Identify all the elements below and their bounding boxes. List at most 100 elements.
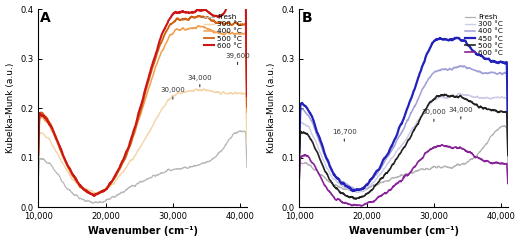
400 °C [124, 151, 130, 154]
600 °C [184, 11, 190, 14]
450 °C [453, 36, 459, 39]
500 °C [350, 196, 357, 199]
600 °C [445, 146, 452, 149]
600 °C [296, 178, 302, 181]
500 °C [195, 15, 201, 17]
600 °C [124, 148, 130, 151]
Line: 450 °C: 450 °C [299, 38, 508, 191]
600 °C [350, 204, 357, 207]
Line: Fresh: Fresh [299, 126, 508, 191]
500 °C [124, 150, 130, 152]
400 °C [193, 27, 199, 30]
500 °C [442, 93, 448, 96]
600 °C [58, 148, 64, 151]
X-axis label: Wavenumber (cm⁻¹): Wavenumber (cm⁻¹) [349, 227, 459, 236]
Text: A: A [40, 11, 51, 25]
500 °C [244, 105, 250, 108]
400 °C [385, 154, 392, 157]
500 °C [477, 106, 483, 108]
450 °C [351, 189, 357, 192]
300 °C [350, 190, 357, 193]
Fresh [193, 165, 199, 167]
400 °C [216, 31, 222, 34]
600 °C [454, 147, 460, 150]
Fresh [35, 180, 41, 182]
Line: 500 °C: 500 °C [299, 94, 508, 199]
Fresh [58, 178, 64, 181]
Fresh [124, 188, 130, 190]
Text: 30,000: 30,000 [421, 109, 446, 115]
Fresh [505, 162, 511, 165]
Fresh [90, 202, 96, 205]
500 °C [319, 162, 325, 165]
Fresh [502, 124, 508, 127]
400 °C [89, 194, 96, 197]
450 °C [385, 151, 392, 154]
Y-axis label: Kubelka-Munk (a.u.): Kubelka-Munk (a.u.) [267, 63, 276, 153]
300 °C [385, 162, 392, 165]
Line: 600 °C: 600 °C [38, 0, 247, 196]
Legend: Fresh, 300 °C, 400 °C, 450 °C, 500 °C, 600 °C: Fresh, 300 °C, 400 °C, 450 °C, 500 °C, 6… [464, 13, 504, 57]
500 °C [385, 169, 392, 172]
Text: 16,700: 16,700 [332, 129, 357, 135]
500 °C [184, 18, 190, 21]
500 °C [454, 95, 460, 98]
400 °C [461, 65, 467, 68]
Fresh [216, 151, 222, 154]
600 °C [438, 144, 445, 146]
600 °C [244, 95, 250, 98]
300 °C [454, 95, 460, 98]
Line: 600 °C: 600 °C [299, 145, 508, 206]
600 °C [35, 154, 41, 157]
Fresh [385, 179, 392, 182]
400 °C [184, 28, 190, 31]
300 °C [296, 160, 302, 163]
Fresh [319, 174, 325, 177]
500 °C [90, 194, 97, 197]
600 °C [319, 178, 325, 181]
600 °C [216, 15, 222, 18]
400 °C [35, 156, 41, 159]
500 °C [58, 150, 64, 152]
300 °C [355, 191, 362, 194]
600 °C [359, 204, 365, 207]
600 °C [89, 193, 96, 196]
300 °C [193, 88, 199, 91]
400 °C [296, 153, 302, 156]
450 °C [477, 54, 483, 57]
300 °C [184, 90, 190, 93]
Line: 300 °C: 300 °C [38, 89, 247, 193]
450 °C [445, 38, 451, 41]
Line: 500 °C: 500 °C [38, 16, 247, 195]
400 °C [244, 111, 250, 114]
500 °C [216, 22, 222, 25]
400 °C [58, 151, 64, 154]
Text: 30,000: 30,000 [160, 87, 185, 93]
Line: 400 °C: 400 °C [299, 66, 508, 190]
Fresh [244, 166, 250, 169]
400 °C [196, 24, 202, 27]
Fresh [350, 189, 357, 192]
Text: B: B [301, 11, 312, 25]
300 °C [505, 147, 511, 150]
Fresh [351, 189, 357, 192]
300 °C [124, 164, 130, 167]
X-axis label: Wavenumber (cm⁻¹): Wavenumber (cm⁻¹) [88, 227, 198, 236]
300 °C [58, 159, 64, 162]
400 °C [350, 187, 357, 190]
Line: Fresh: Fresh [38, 131, 247, 203]
400 °C [355, 189, 362, 192]
300 °C [89, 190, 96, 193]
300 °C [445, 97, 451, 99]
450 °C [454, 37, 460, 39]
500 °C [505, 154, 511, 157]
600 °C [91, 194, 98, 197]
Text: 34,000: 34,000 [448, 107, 473, 113]
Fresh [445, 166, 451, 169]
600 °C [193, 10, 199, 13]
450 °C [505, 126, 511, 129]
Legend: Fresh, 300 °C, 400 °C, 500 °C, 600 °C: Fresh, 300 °C, 400 °C, 500 °C, 600 °C [203, 13, 243, 50]
Y-axis label: Kubelka-Munk (a.u.): Kubelka-Munk (a.u.) [6, 63, 15, 153]
300 °C [244, 143, 250, 146]
300 °C [193, 88, 199, 91]
